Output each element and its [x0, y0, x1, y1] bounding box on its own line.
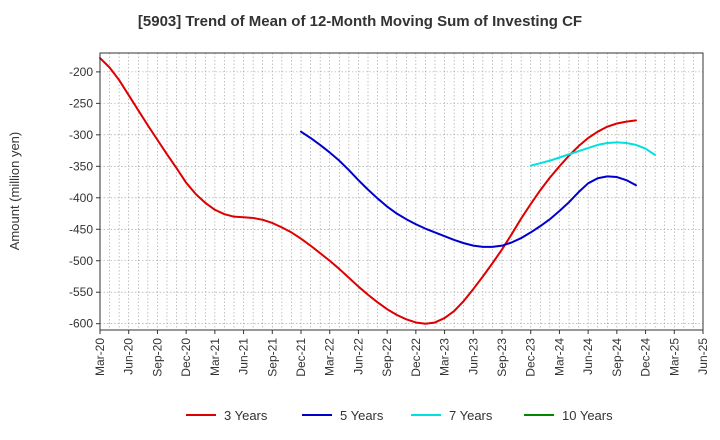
y-axis-label: Amount (million yen) [7, 132, 22, 251]
series-line-5-years [300, 130, 637, 248]
x-tick-label: Jun-21 [237, 338, 251, 375]
x-tick-label: Dec-23 [524, 338, 538, 377]
legend-label: 3 Years [224, 408, 268, 423]
x-tick-label: Jun-22 [351, 338, 365, 375]
x-tick-label: Jun-25 [696, 338, 710, 375]
grid [100, 53, 703, 330]
series-lines [99, 57, 657, 325]
x-tick-label: Dec-24 [639, 338, 653, 377]
x-tick-label: Mar-22 [323, 338, 337, 376]
x-tick-label: Dec-21 [294, 338, 308, 377]
x-tick-label: Sep-22 [380, 338, 394, 377]
y-tick-label: -350 [69, 159, 93, 173]
series-line-3-years [99, 57, 637, 325]
legend-label: 7 Years [449, 408, 493, 423]
y-tick-label: -300 [69, 128, 93, 142]
x-tick-label: Sep-23 [495, 338, 509, 377]
x-tick-label: Mar-25 [667, 338, 681, 376]
x-tick-label: Mar-21 [208, 338, 222, 376]
legend-item-3-years: 3 Years [186, 408, 268, 423]
y-tick-label: -500 [69, 254, 93, 268]
y-tick-label: -400 [69, 191, 93, 205]
y-tick-label: -450 [69, 222, 93, 236]
y-tick-label: -600 [69, 317, 93, 331]
plot-frame [99, 52, 704, 331]
y-axis-ticks: -200 -250 -300 -350 -400 -450 -500 -550 -600 [69, 65, 100, 331]
chart-title: [5903] Trend of Mean of 12-Month Moving … [138, 13, 582, 30]
legend-label: 10 Years [562, 408, 613, 423]
x-tick-label: Jun-23 [466, 338, 480, 375]
x-tick-label: Jun-20 [122, 338, 136, 375]
legend-item-10-years: 10 Years [524, 408, 613, 423]
y-tick-label: -200 [69, 65, 93, 79]
legend: 3 Years 5 Years 7 Years 10 Years [186, 408, 613, 423]
legend-label: 5 Years [340, 408, 384, 423]
legend-item-5-years: 5 Years [302, 408, 384, 423]
x-tick-label: Jun-24 [581, 338, 595, 375]
y-tick-label: -250 [69, 96, 93, 110]
x-tick-label: Sep-20 [150, 338, 164, 377]
x-tick-label: Mar-20 [93, 338, 107, 376]
x-tick-label: Mar-23 [438, 338, 452, 376]
x-tick-label: Dec-22 [409, 338, 423, 377]
x-tick-label: Mar-24 [552, 338, 566, 376]
x-tick-label: Sep-24 [610, 338, 624, 377]
y-tick-label: -550 [69, 285, 93, 299]
series-line-7-years [529, 141, 657, 167]
x-tick-label: Dec-20 [179, 338, 193, 377]
legend-item-7-years: 7 Years [411, 408, 493, 423]
x-tick-label: Sep-21 [265, 338, 279, 377]
x-axis-ticks: Mar-20 Jun-20 Sep-20 Dec-20 Mar-21 Jun-21 Sep-… [93, 330, 710, 377]
